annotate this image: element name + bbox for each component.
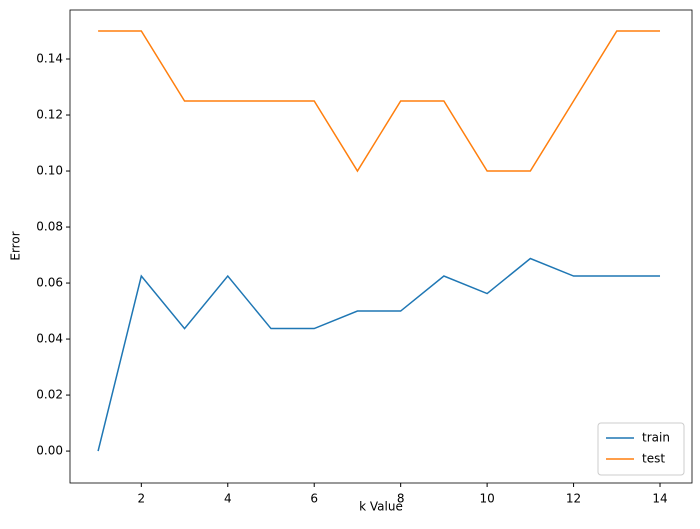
- legend-label: train: [642, 431, 670, 445]
- y-tick-label: 0.12: [36, 108, 63, 122]
- line-series: [97, 257, 661, 452]
- x-tick-label: 4: [224, 492, 232, 506]
- x-tick-label: 6: [310, 492, 318, 506]
- x-tick-label: 12: [566, 492, 581, 506]
- y-tick-label: 0.08: [36, 220, 63, 234]
- x-tick-label: 8: [397, 492, 405, 506]
- line-series: [98, 30, 661, 173]
- y-tick-label: 0.06: [36, 276, 63, 290]
- y-tick-label: 0.10: [36, 164, 63, 178]
- y-axis-label: Error: [9, 231, 23, 260]
- y-tick-label: 0.04: [36, 332, 63, 346]
- plot-frame: [69, 9, 693, 484]
- y-tick-label: 0.02: [36, 388, 63, 402]
- x-tick-label: 14: [652, 492, 667, 506]
- x-tick-label: 10: [479, 492, 494, 506]
- x-axis-label: k Value: [359, 500, 403, 514]
- legend-box: [597, 422, 685, 476]
- y-tick-label: 0.14: [36, 52, 63, 66]
- legend: train test: [597, 422, 685, 476]
- legend-label: test: [642, 452, 665, 466]
- y-tick-label: 0.00: [36, 444, 63, 458]
- x-tick-label: 2: [138, 492, 146, 506]
